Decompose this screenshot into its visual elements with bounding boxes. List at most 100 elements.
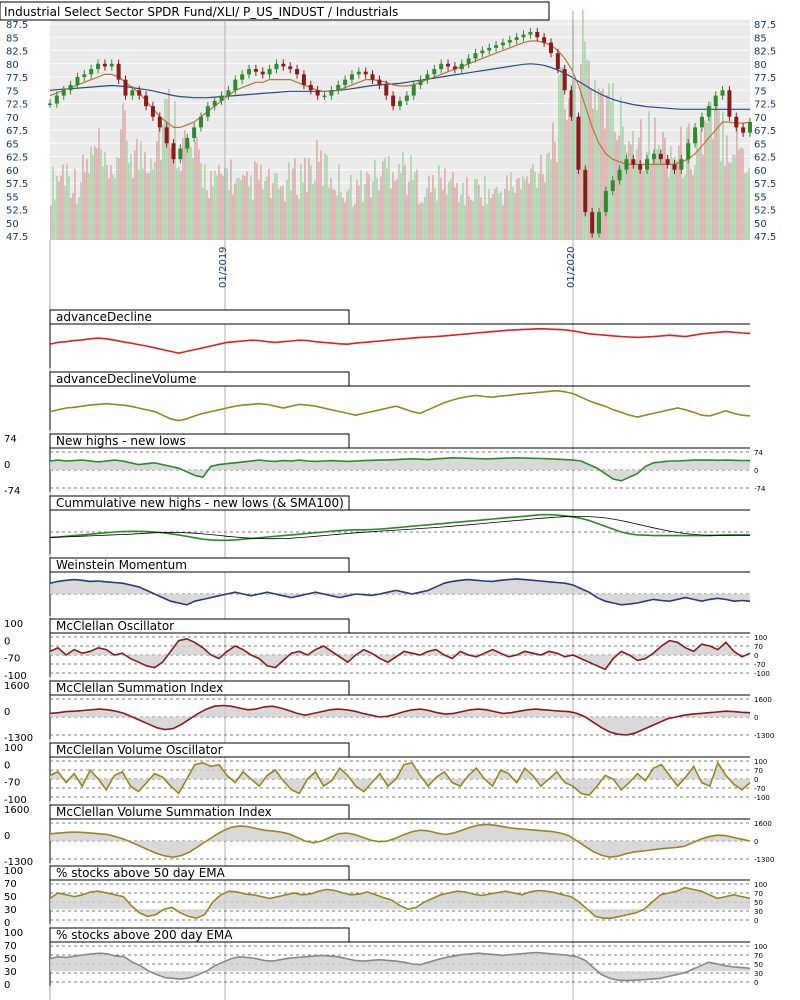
volume-bar (322, 185, 324, 240)
volume-bar (160, 160, 162, 240)
panel-right-tick: 70 (754, 952, 763, 960)
price-candle-body (720, 90, 725, 96)
volume-bar (570, 84, 572, 241)
volume-bar (334, 190, 336, 240)
volume-bar (730, 162, 732, 240)
panel-right-tick: -100 (754, 670, 770, 678)
volume-bar (208, 198, 210, 240)
volume-bar (700, 129, 702, 240)
volume-bar (404, 164, 406, 240)
volume-bar (644, 170, 646, 240)
panel-left-tick: 30 (4, 905, 17, 916)
volume-bar (142, 168, 144, 240)
price-y-tick-left: 77.5 (6, 73, 28, 84)
volume-bar (602, 88, 604, 241)
price-candle-body (555, 53, 560, 70)
volume-bar (530, 168, 532, 240)
volume-bar (218, 164, 220, 240)
volume-bar (316, 140, 318, 240)
price-axis-right: 87.5 85 82.5 80 77.5 75 72.5 70 67.5 65 62.5 60 57.5… (754, 20, 776, 243)
volume-bar (538, 173, 540, 240)
volume-bar (704, 120, 706, 240)
panel-mco: McClellan Oscillator100700-70-1001000-70… (4, 618, 770, 682)
volume-bar (600, 90, 602, 240)
volume-bar (66, 163, 68, 240)
volume-bar (608, 83, 610, 240)
volume-bar (124, 110, 126, 241)
price-candle-body (233, 79, 238, 91)
price-candle-body (686, 143, 691, 160)
price-y-tick-right: 50 (754, 219, 767, 230)
price-candle-body (487, 47, 492, 51)
panel-left-tick: 1600 (4, 805, 29, 816)
volume-bar (72, 193, 74, 240)
volume-bar (198, 148, 200, 240)
volume-bar (402, 151, 404, 240)
volume-bar (446, 194, 448, 240)
price-candle-body (356, 71, 361, 75)
volume-bar (458, 202, 460, 240)
volume-bar (694, 165, 696, 240)
panel-left-tick: -74 (4, 486, 20, 497)
panel-left-tick: 0 (4, 460, 10, 471)
volume-bar (660, 163, 662, 240)
price-candle-body (89, 69, 94, 75)
price-candle-body (480, 50, 485, 54)
price-candle-body (185, 137, 190, 149)
volume-bar (76, 204, 78, 240)
price-candle-body (494, 45, 499, 48)
panel-mvsi: McClellan Volume Summation Index 1600 0 -13… (4, 804, 774, 868)
volume-bar (262, 189, 264, 240)
price-candle-body (82, 74, 87, 77)
panel-right-tick: 30 (754, 970, 763, 978)
volume-bar (168, 89, 170, 240)
volume-bar (512, 186, 514, 240)
volume-bar (560, 67, 562, 241)
volume-bar (460, 194, 462, 240)
volume-bar (212, 186, 214, 240)
volume-bar (554, 141, 556, 240)
panel-left-tick: -1300 (4, 857, 33, 868)
volume-bar (58, 181, 60, 240)
panel-left-tick: -70 (4, 778, 20, 789)
volume-bar (222, 175, 224, 240)
volume-bar (648, 111, 650, 240)
volume-bar (96, 148, 98, 240)
volume-bar (418, 204, 420, 240)
volume-bar (128, 163, 130, 240)
volume-bar (424, 196, 426, 240)
volume-bar (534, 171, 536, 240)
volume-bar (576, 121, 578, 240)
panel-right-tick: -70 (754, 785, 765, 793)
price-candle-body (363, 71, 368, 75)
volume-bar (550, 159, 552, 240)
x-tick-label-2019: 01/2019 (218, 246, 229, 288)
volume-bar (440, 177, 442, 240)
volume-bar (362, 201, 364, 240)
price-y-tick-left: 70 (6, 113, 19, 124)
volume-bar (516, 179, 518, 240)
volume-bar (518, 178, 520, 240)
volume-bar (240, 180, 242, 240)
volume-bar (134, 150, 136, 240)
panel-right-tick: 70 (754, 767, 763, 775)
price-candle-body (75, 77, 80, 85)
volume-bar (328, 187, 330, 240)
panel-title-box (49, 742, 350, 758)
volume-bar (680, 126, 682, 240)
volume-bar (246, 171, 248, 240)
volume-bar (330, 177, 332, 240)
volume-bar (488, 189, 490, 240)
volume-bar (354, 203, 356, 240)
volume-bar (172, 157, 174, 240)
panel-left-tick: 50 (4, 954, 17, 965)
panel-left-tick: 0 (4, 707, 10, 718)
volume-bar (528, 183, 530, 240)
volume-bar (470, 199, 472, 240)
volume-bar (468, 195, 470, 240)
price-candle-body (322, 95, 327, 98)
volume-bar (748, 168, 750, 240)
volume-bar (708, 108, 710, 240)
volume-bar (666, 162, 668, 240)
volume-bar (438, 165, 440, 240)
